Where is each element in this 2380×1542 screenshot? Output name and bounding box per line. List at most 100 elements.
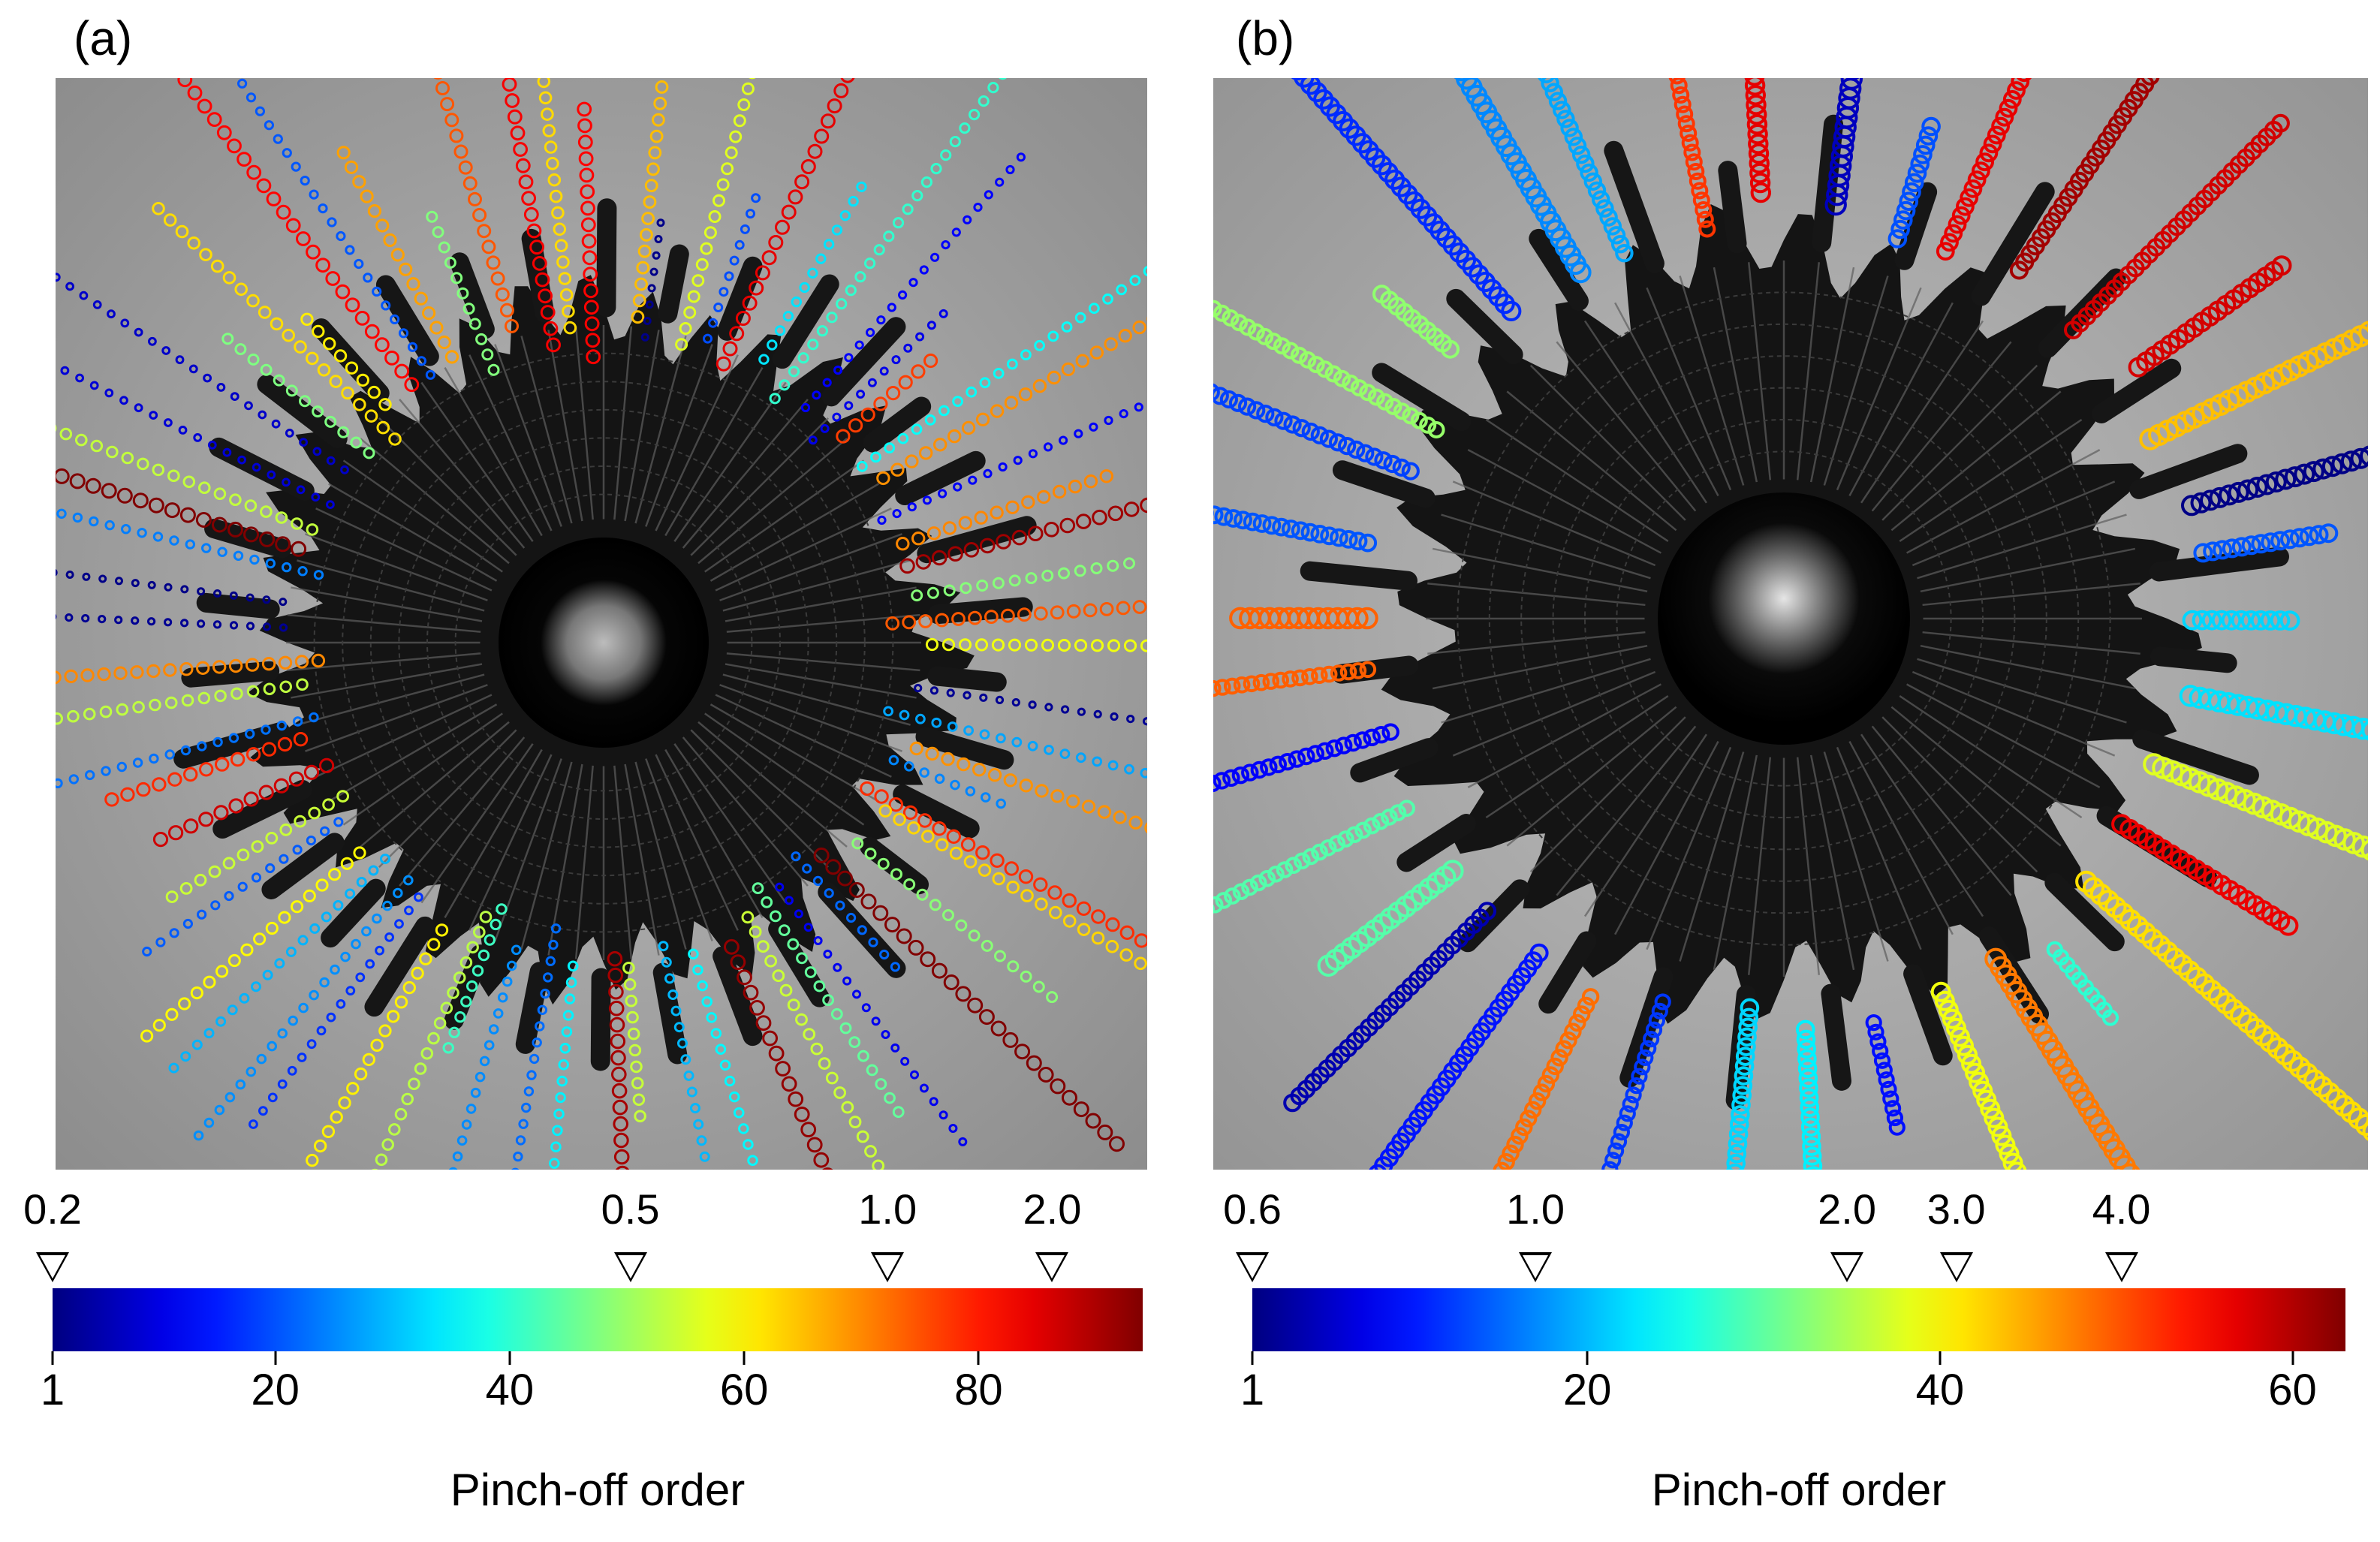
- droplet-marker: [1799, 1088, 1819, 1108]
- droplet-marker: [326, 456, 336, 465]
- droplet-marker: [564, 993, 576, 1004]
- splash-ring: [1457, 291, 2111, 946]
- droplet-marker: [228, 658, 243, 673]
- droplet-marker: [1090, 639, 1104, 652]
- droplet-marker: [1961, 1053, 1982, 1074]
- droplet-marker: [1999, 1143, 2020, 1164]
- droplet-marker: [812, 875, 824, 887]
- droplet-marker: [462, 176, 478, 191]
- droplet-marker: [1142, 717, 1147, 726]
- droplet-marker: [772, 969, 785, 983]
- droplet-marker: [199, 762, 214, 777]
- droplet-marker: [1223, 677, 1241, 695]
- droplet-marker: [65, 571, 74, 579]
- splash-rib: [722, 559, 911, 612]
- droplet-marker: [2251, 534, 2271, 554]
- splash-rib: [1906, 449, 2101, 554]
- droplet-marker: [2089, 883, 2112, 905]
- droplet-marker: [287, 1065, 297, 1076]
- droplet-marker: [1728, 1125, 1749, 1144]
- droplet-marker: [554, 239, 568, 252]
- droplet-marker: [827, 98, 842, 114]
- droplet-marker: [288, 771, 304, 787]
- droplet-marker: [104, 520, 115, 531]
- droplet-marker: [68, 774, 79, 785]
- droplet-marker: [1097, 805, 1112, 819]
- droplet-marker: [197, 909, 207, 920]
- droplet-marker: [899, 709, 910, 721]
- droplet-marker: [537, 1004, 548, 1016]
- splash-rib: [1796, 262, 1820, 480]
- droplet-marker: [1493, 1161, 1511, 1170]
- droplet-marker: [276, 204, 291, 220]
- droplet-marker: [998, 462, 1008, 472]
- droplet-marker: [1875, 1062, 1893, 1079]
- droplet-marker: [848, 418, 863, 433]
- droplet-marker: [990, 505, 1004, 520]
- splash-rib: [378, 729, 517, 868]
- droplet-marker: [2271, 255, 2292, 276]
- droplet-marker: [426, 210, 438, 223]
- droplet-marker: [177, 78, 193, 88]
- droplet-marker: [288, 1015, 299, 1026]
- droplet-marker: [542, 124, 556, 137]
- droplet-marker: [149, 411, 158, 420]
- droplet-marker: [481, 239, 496, 254]
- droplet-marker: [875, 1078, 887, 1090]
- droplet-marker: [1564, 128, 1583, 146]
- droplet-marker: [1092, 509, 1107, 526]
- droplet-marker: [227, 138, 242, 154]
- droplet-marker: [1568, 1013, 1586, 1032]
- droplet-marker: [656, 218, 665, 227]
- splash-rib: [690, 417, 829, 556]
- droplet-marker: [419, 952, 432, 965]
- droplet-marker: [2101, 1009, 2119, 1026]
- droplet-marker: [384, 351, 399, 366]
- droplet-marker: [559, 288, 574, 302]
- droplet-marker: [1243, 675, 1261, 693]
- droplet-marker: [97, 667, 111, 682]
- droplet-marker: [683, 1070, 694, 1081]
- droplet-marker: [978, 863, 992, 877]
- droplet-marker: [265, 558, 276, 569]
- droplet-marker: [1316, 742, 1334, 760]
- splash-rib: [399, 736, 526, 887]
- droplet-marker: [2181, 495, 2202, 517]
- droplet-marker: [383, 233, 397, 247]
- droplet-marker: [1028, 449, 1038, 459]
- droplet-marker: [896, 928, 912, 944]
- droplet-marker: [1247, 323, 1265, 341]
- droplet-marker: [1038, 1067, 1054, 1083]
- droplet-marker: [1381, 723, 1399, 741]
- droplet-marker: [540, 988, 550, 999]
- droplet-marker: [1991, 116, 2010, 136]
- droplet-marker: [471, 965, 484, 977]
- droplet-marker: [775, 1061, 791, 1077]
- droplet-marker: [907, 821, 920, 835]
- droplet-marker: [1043, 442, 1053, 452]
- droplet-marker: [938, 1110, 948, 1120]
- droplet-marker: [285, 946, 297, 957]
- droplet-marker: [2156, 941, 2179, 963]
- droplet-marker: [1282, 520, 1300, 538]
- droplet-marker: [2261, 532, 2281, 553]
- splash-finger: [927, 597, 1033, 625]
- droplet-marker: [647, 284, 656, 293]
- droplet-marker: [433, 1016, 447, 1030]
- droplet-marker: [864, 1145, 877, 1158]
- droplet-marker: [2241, 535, 2261, 556]
- droplet-marker: [246, 164, 262, 180]
- droplet-marker: [1369, 1164, 1387, 1170]
- droplet-marker: [2360, 839, 2368, 861]
- droplet-marker: [98, 615, 107, 624]
- droplet-marker: [896, 537, 910, 551]
- droplet-marker: [456, 1135, 468, 1146]
- droplet-marker: [285, 218, 301, 233]
- droplet-marker: [1288, 750, 1306, 768]
- droplet-marker: [440, 97, 455, 112]
- droplet-marker: [990, 404, 1005, 418]
- colorbar-marker-triangle-fill: [40, 1255, 65, 1278]
- colorbar-top-tick-label: 4.0: [2092, 1185, 2151, 1233]
- splash-rib: [673, 743, 787, 904]
- droplet-marker: [987, 768, 1002, 782]
